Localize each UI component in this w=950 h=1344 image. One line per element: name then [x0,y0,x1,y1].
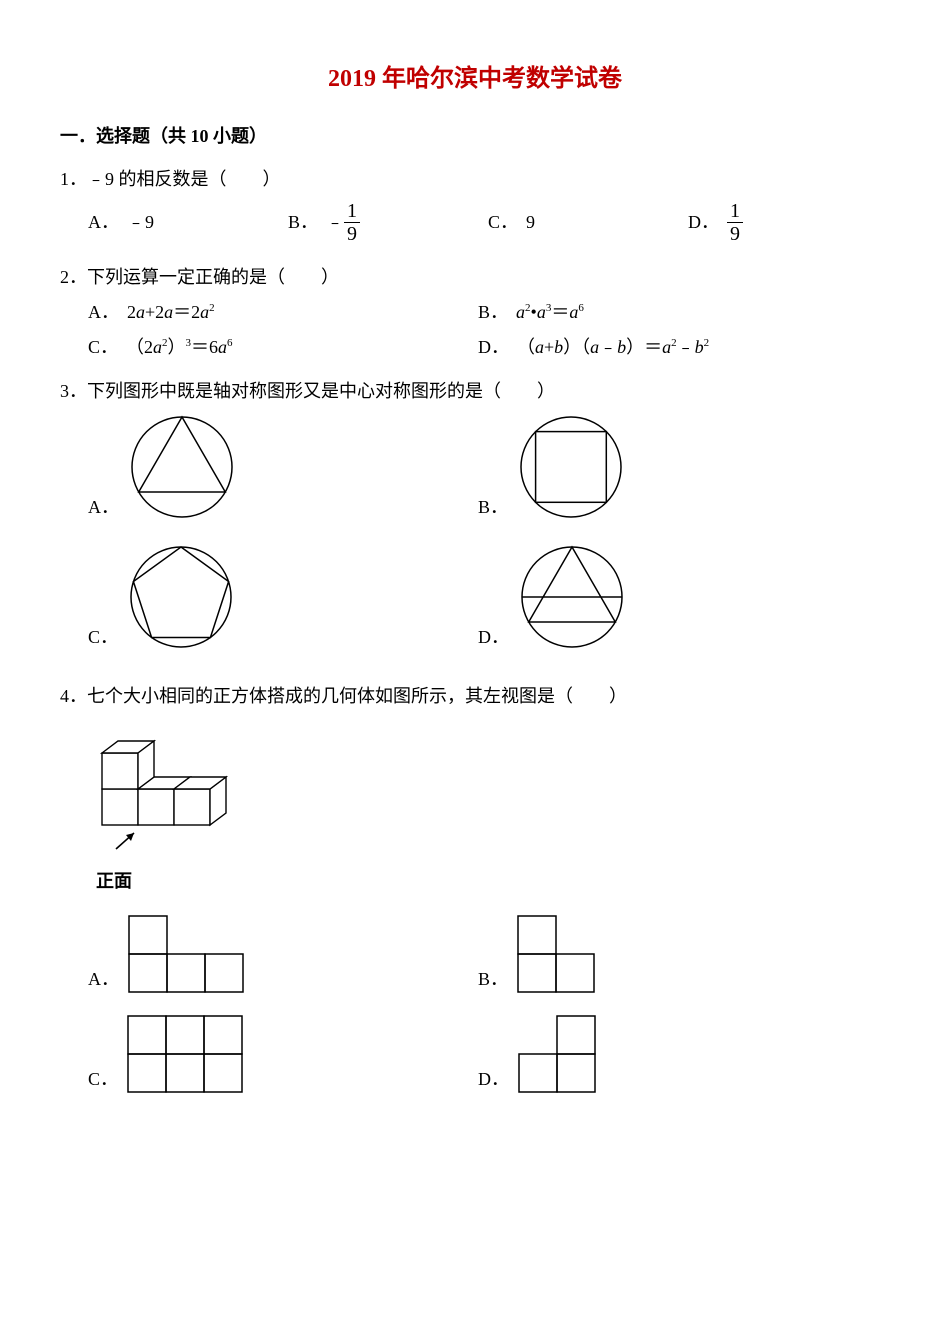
option-label: D． [478,1065,509,1094]
q1-options: A． ﹣9 B． ﹣ 1 9 C． 9 D． 1 9 [88,200,890,253]
option-label: C． [88,623,118,652]
option-value: a2•a3＝a6 [516,298,584,327]
option-value: ﹣9 [127,208,154,237]
option-label: A． [88,298,119,327]
question-4: 4．七个大小相同的正方体搭成的几何体如图所示，其左视图是（ ） [60,682,890,1114]
q3-option-b: B． [478,412,868,522]
q1-option-b: B． ﹣ 1 9 [288,200,488,245]
option-label: B． [478,965,508,994]
pentagon-in-circle-icon [126,542,236,652]
option-label: B． [288,208,318,237]
option-value: ﹣ [326,208,344,237]
q2-option-c: C． （2a2）3＝6a6 [88,333,478,362]
q1-stem: 1．﹣9 的相反数是（ ） [60,165,890,194]
view-grid-icon [516,914,598,994]
q4-option-c: C． [88,1014,478,1094]
fraction-icon: 1 9 [344,200,360,245]
option-label: D． [688,208,719,237]
option-label: D． [478,333,509,362]
q3-stem: 3．下列图形中既是轴对称图形又是中心对称图形的是（ ） [60,377,890,406]
option-label: B． [478,493,508,522]
option-value: （2a2）3＝6a6 [126,333,233,362]
question-2: 2．下列运算一定正确的是（ ） A． 2a+2a＝2a2 B． a2•a3＝a6… [60,263,890,367]
q1-option-a: A． ﹣9 [88,200,288,245]
q3-option-d: D． [478,542,868,652]
q4-option-d: D． [478,1014,868,1094]
section-header: 一．选择题（共 10 小题） [60,122,890,151]
square-in-circle-icon [516,412,626,522]
q1-option-c: C． 9 [488,200,688,245]
q4-option-b: B． [478,914,868,994]
question-1: 1．﹣9 的相反数是（ ） A． ﹣9 B． ﹣ 1 9 C． 9 D． 1 9 [60,165,890,253]
view-grid-icon [517,1014,599,1094]
q4-option-a: A． [88,914,478,994]
q4-stem: 4．七个大小相同的正方体搭成的几何体如图所示，其左视图是（ ） [60,682,890,711]
option-value: （a+b）（a﹣b）＝a2﹣b2 [517,333,709,362]
view-grid-icon [127,914,247,994]
option-label: C． [88,1065,118,1094]
option-value: 9 [526,208,535,237]
q2-option-a: A． 2a+2a＝2a2 [88,298,478,327]
option-value: 2a+2a＝2a2 [127,298,215,327]
cube-figure [88,717,890,857]
q3-option-c: C． [88,542,478,652]
q4-options: A． B． C． [88,914,890,1114]
option-label: D． [478,623,509,652]
front-label: 正面 [96,867,890,896]
option-label: B． [478,298,508,327]
q2-stem: 2．下列运算一定正确的是（ ） [60,263,890,292]
option-label: A． [88,965,119,994]
q2-option-b: B． a2•a3＝a6 [478,298,868,327]
q3-options: A． B． C． D． [88,412,890,672]
option-label: A． [88,208,119,237]
q3-option-a: A． [88,412,478,522]
q2-option-d: D． （a+b）（a﹣b）＝a2﹣b2 [478,333,868,362]
option-label: C． [88,333,118,362]
cube-solid-icon [88,717,268,857]
option-label: C． [488,208,518,237]
question-3: 3．下列图形中既是轴对称图形又是中心对称图形的是（ ） A． B． C． [60,377,890,672]
triangle-in-circle-icon [127,412,237,522]
q1-option-d: D． 1 9 [688,200,838,245]
q2-options: A． 2a+2a＝2a2 B． a2•a3＝a6 C． （2a2）3＝6a6 D… [88,298,890,368]
page-title: 2019 年哈尔滨中考数学试卷 [60,60,890,98]
triangle-chord-in-circle-icon [517,542,627,652]
option-label: A． [88,493,119,522]
view-grid-icon [126,1014,246,1094]
fraction-icon: 1 9 [727,200,743,245]
